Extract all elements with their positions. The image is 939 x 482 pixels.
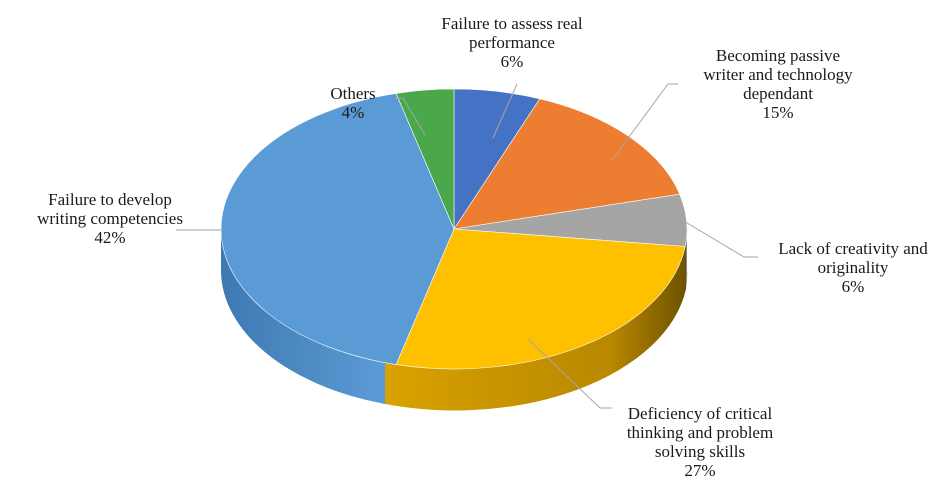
data-label-text: Deficiency of critical bbox=[628, 404, 773, 423]
data-label-text: Failure to develop bbox=[48, 190, 172, 209]
pie-slices bbox=[220, 88, 688, 370]
leader-line-deficiency bbox=[527, 338, 612, 409]
data-label-value: 4% bbox=[342, 103, 365, 122]
side-wall-failure-to-develop bbox=[220, 225, 385, 404]
data-label-text: performance bbox=[469, 33, 555, 52]
data-label-value: 27% bbox=[684, 461, 715, 480]
data-label-text: originality bbox=[818, 258, 889, 277]
data-label-0: Failure to assess real performance 6% bbox=[441, 14, 582, 71]
leader-lines bbox=[176, 83, 758, 409]
data-label-value: 15% bbox=[762, 103, 793, 122]
data-label-4: Failure to develop writing competencies 42… bbox=[37, 190, 183, 247]
data-label-text: Failure to assess real bbox=[441, 14, 582, 33]
data-label-5: Others 4% bbox=[330, 84, 375, 122]
data-label-text: writer and technology bbox=[703, 65, 853, 84]
data-labels: Failure to assess real performance 6% Becom… bbox=[37, 14, 928, 480]
leader-line-creativity bbox=[681, 219, 758, 258]
data-label-text: Others bbox=[330, 84, 375, 103]
leader-line-others bbox=[395, 97, 426, 136]
data-label-text: thinking and problem bbox=[627, 423, 773, 442]
data-label-text: solving skills bbox=[655, 442, 745, 461]
data-label-text: Becoming passive bbox=[716, 46, 840, 65]
pie-slice-4 bbox=[220, 93, 455, 365]
side-wall-lack-creativity bbox=[686, 226, 688, 289]
data-label-text: Lack of creativity and bbox=[778, 239, 928, 258]
data-label-value: 6% bbox=[842, 277, 865, 296]
pie-slice-5 bbox=[395, 88, 455, 230]
leader-line-passive bbox=[611, 83, 678, 161]
data-label-3: Deficiency of critical thinking and probl… bbox=[627, 404, 773, 480]
data-label-text: dependant bbox=[743, 84, 813, 103]
leader-line-assess bbox=[492, 83, 518, 139]
pie-slice-3 bbox=[395, 228, 686, 370]
data-label-2: Lack of creativity and originality 6% bbox=[778, 239, 928, 296]
data-label-value: 6% bbox=[501, 52, 524, 71]
data-label-text: writing competencies bbox=[37, 209, 183, 228]
data-label-1: Becoming passive writer and technology dep… bbox=[703, 46, 853, 122]
data-label-value: 42% bbox=[94, 228, 125, 247]
